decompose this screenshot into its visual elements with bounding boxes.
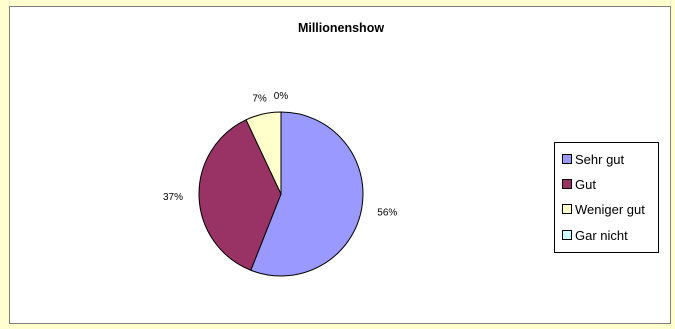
data-label-sehr-gut: 56% — [377, 207, 397, 218]
legend-label: Gut — [575, 176, 596, 192]
legend-label: Sehr gut — [575, 151, 625, 167]
data-label-gar-nicht: 0% — [274, 91, 289, 102]
legend-item-gar-nicht: Gar nicht — [562, 226, 628, 244]
legend-swatch — [562, 154, 572, 164]
legend-item-gut: Gut — [562, 175, 596, 193]
data-label-weniger-gut: 7% — [252, 93, 267, 104]
legend: Sehr gut Gut Weniger gut Gar nicht — [554, 142, 659, 253]
legend-label: Weniger gut — [575, 201, 645, 217]
pie-slice-weniger-gut — [245, 111, 282, 195]
legend-swatch — [562, 179, 572, 189]
chart-area: Millionenshow 56% 37% 7% 0% Sehr gut Gut Weni… — [9, 6, 671, 324]
pie-slice-gut — [198, 119, 282, 271]
legend-item-weniger-gut: Weniger gut — [562, 200, 645, 218]
legend-swatch — [562, 230, 572, 240]
pie-slice-sehr-gut — [250, 111, 364, 277]
data-label-gut: 37% — [163, 192, 183, 203]
legend-swatch — [562, 204, 572, 214]
legend-item-sehr-gut: Sehr gut — [562, 150, 624, 168]
pie-chart: 56% 37% 7% 0% — [163, 91, 397, 277]
chart-title: Millionenshow — [297, 21, 385, 35]
legend-label: Gar nicht — [575, 227, 628, 243]
